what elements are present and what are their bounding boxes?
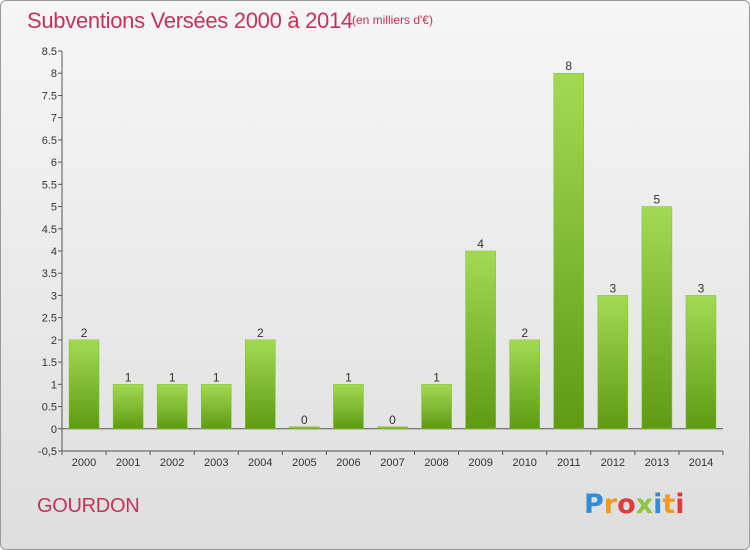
x-tick-label: 2008: [424, 457, 448, 469]
x-tick-label: 2005: [292, 457, 316, 469]
y-tick-label: 2: [51, 335, 57, 347]
y-tick-label: 4: [51, 246, 57, 258]
data-label-2012: 3: [609, 281, 616, 295]
x-tick-label: 2013: [645, 457, 669, 469]
bar-2006: [333, 384, 364, 430]
chart-title: Subventions Versées 2000 à 2014: [27, 8, 353, 33]
data-label-2002: 1: [169, 370, 176, 384]
y-tick-label: 5: [51, 202, 57, 214]
x-tick-label: 2010: [512, 457, 536, 469]
data-label-2006: 1: [345, 370, 352, 384]
bar-2007: [377, 426, 408, 430]
y-tick-label: 0.5: [42, 402, 57, 414]
y-tick-label: 8.5: [42, 46, 57, 58]
bar-2003: [200, 384, 232, 430]
x-tick-label: 2000: [72, 457, 96, 469]
bar-2014: [685, 295, 717, 430]
bar-2013: [641, 206, 673, 430]
y-tick-label: 7.5: [42, 90, 57, 102]
y-tick-label: 3.5: [42, 268, 57, 280]
bar-2005: [289, 426, 320, 430]
data-label-2011: 8: [565, 59, 572, 73]
x-tick-label: 2001: [116, 457, 140, 469]
y-tick-label: 8: [51, 68, 57, 80]
y-tick-label: 3: [51, 290, 57, 302]
bar-2010: [509, 339, 540, 430]
y-tick-label: 6: [51, 157, 57, 169]
y-tick-label: 2.5: [42, 313, 57, 325]
bar-2004: [245, 339, 276, 430]
data-label-2000: 2: [81, 326, 88, 340]
proxiti-logo[interactable]: Proxiti: [584, 489, 685, 520]
x-tick-label: 2003: [204, 457, 228, 469]
x-tick-label: 2009: [468, 457, 492, 469]
y-tick-label: 0: [51, 424, 57, 436]
data-label-2009: 4: [477, 237, 484, 251]
bar-2012: [597, 295, 629, 430]
x-tick-label: 2014: [689, 457, 713, 469]
y-tick-label: 7: [51, 113, 57, 125]
x-tick-label: 2012: [601, 457, 625, 469]
y-tick-label: 4.5: [42, 224, 57, 236]
y-tick-label: 6.5: [42, 135, 57, 147]
data-label-2008: 1: [433, 370, 440, 384]
bar-2008: [421, 384, 452, 430]
data-label-2010: 2: [521, 326, 528, 340]
data-label-2003: 1: [213, 370, 220, 384]
y-tick-label: 5.5: [42, 179, 57, 191]
data-label-2007: 0: [389, 413, 396, 427]
city-name: GOURDON: [37, 495, 140, 517]
x-tick-label: 2011: [557, 457, 581, 469]
chart-subtitle: (en milliers d'€): [352, 13, 433, 27]
bar-2009: [465, 250, 496, 430]
x-tick-label: 2006: [336, 457, 360, 469]
bar-2002: [156, 384, 188, 430]
x-tick-label: 2004: [248, 457, 272, 469]
data-label-2005: 0: [301, 413, 308, 427]
x-tick-label: 2007: [380, 457, 404, 469]
y-tick-label: 1: [51, 379, 57, 391]
data-label-2014: 3: [698, 281, 705, 295]
y-tick-label: -0,5: [38, 446, 57, 458]
y-tick-label: 1.5: [42, 357, 57, 369]
data-label-2004: 2: [257, 326, 264, 340]
bar-2011: [553, 72, 585, 430]
bar-2000: [68, 339, 100, 430]
data-label-2013: 5: [654, 193, 661, 207]
x-tick-label: 2002: [160, 457, 184, 469]
data-label-2001: 1: [125, 370, 132, 384]
bar-2001: [112, 384, 144, 430]
